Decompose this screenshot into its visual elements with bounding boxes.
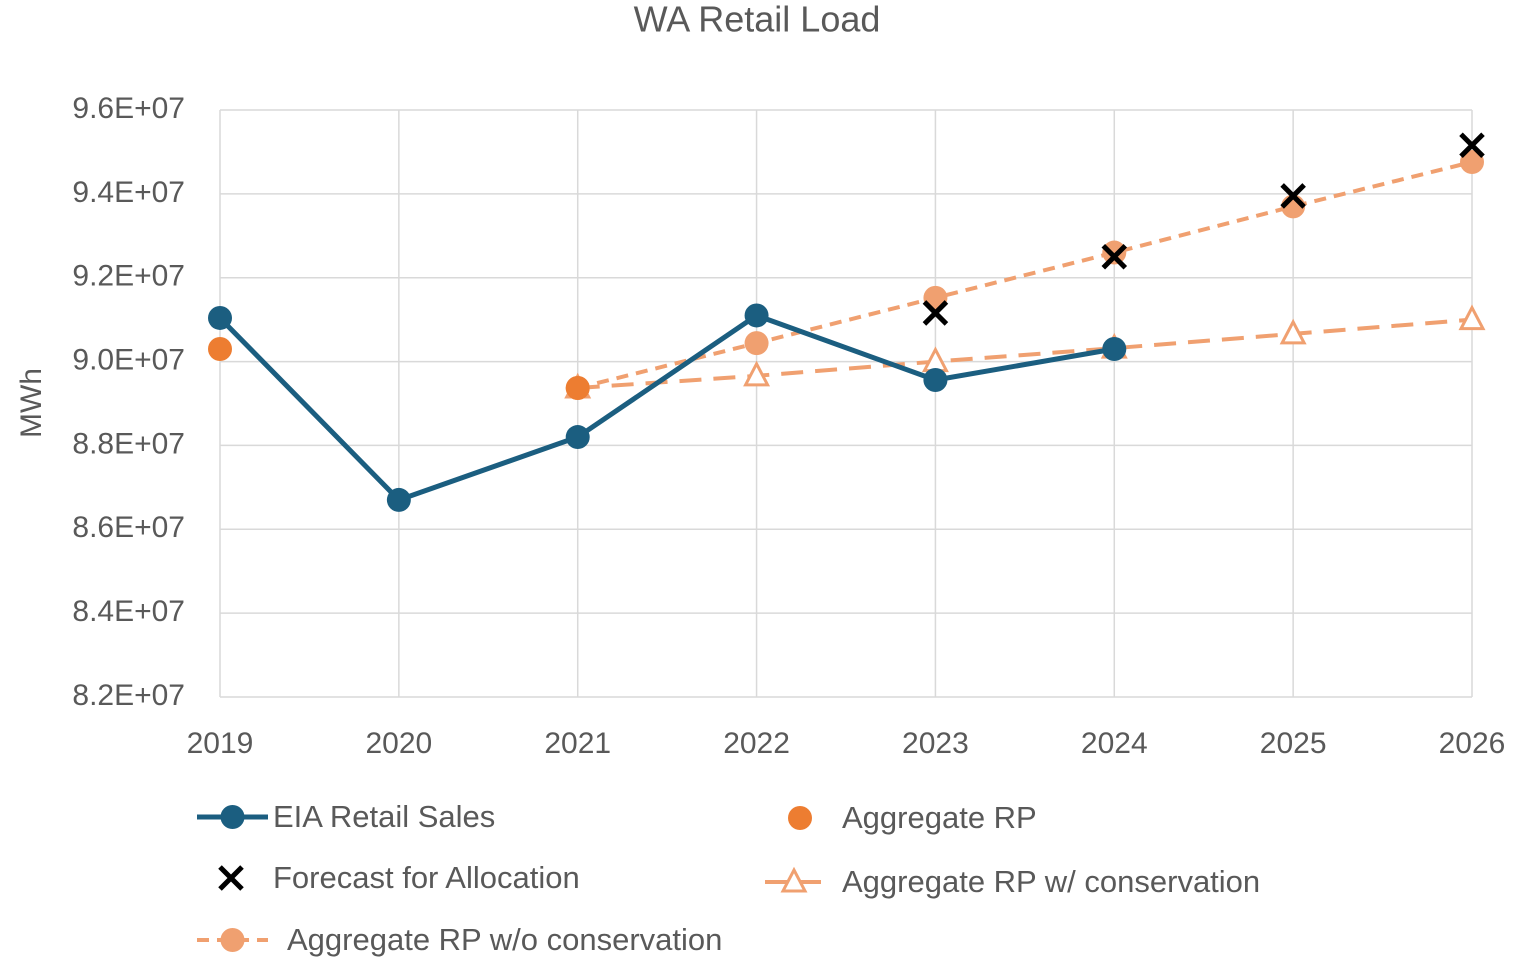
marker — [565, 375, 590, 400]
y-tick-label: 8.8E+07 — [72, 427, 185, 460]
marker — [1280, 183, 1306, 209]
legend-label: Forecast for Allocation — [273, 860, 580, 895]
y-tick-label: 9.0E+07 — [72, 343, 185, 376]
marker — [1459, 132, 1485, 158]
marker — [218, 865, 244, 891]
series-line — [577, 317, 1473, 390]
marker — [1101, 243, 1128, 270]
marker — [1102, 240, 1127, 265]
marker — [743, 360, 771, 387]
x-tick-label: 2020 — [365, 727, 432, 760]
marker — [921, 346, 949, 373]
legend-label: EIA Retail Sales — [273, 799, 495, 834]
marker — [780, 866, 808, 893]
y-tick-label: 9.4E+07 — [72, 176, 185, 209]
marker — [744, 303, 769, 328]
y-tick-label: 8.4E+07 — [72, 595, 185, 628]
legend-label: Aggregate RP w/o conservation — [287, 922, 722, 957]
x-tick-label: 2025 — [1260, 727, 1327, 760]
chart-title: WA Retail Load — [634, 0, 881, 40]
x-tick-label: 2026 — [1439, 727, 1506, 760]
x-tick-label: 2024 — [1081, 727, 1148, 760]
marker — [208, 305, 232, 330]
series-line — [577, 160, 1473, 390]
y-tick-label: 8.6E+07 — [72, 511, 185, 544]
x-tick-label: 2019 — [187, 727, 254, 760]
x-tick-label: 2021 — [544, 727, 611, 760]
x-tick-label: 2023 — [902, 727, 969, 760]
marker — [208, 336, 232, 361]
marker — [386, 487, 411, 512]
y-tick-label: 9.2E+07 — [72, 260, 185, 293]
x-tick-label: 2022 — [723, 727, 790, 760]
marker — [565, 425, 590, 450]
marker — [922, 300, 949, 326]
legend-label: Aggregate RP — [842, 800, 1037, 835]
marker — [788, 806, 812, 830]
y-axis-label: MWh — [15, 368, 48, 438]
y-tick-label: 8.2E+07 — [72, 679, 185, 712]
marker — [1458, 304, 1486, 331]
series-line — [218, 312, 1115, 503]
legend-label: Aggregate RP w/ conservation — [842, 864, 1260, 899]
marker — [1460, 149, 1484, 174]
y-tick-label: 9.6E+07 — [72, 92, 185, 125]
marker — [220, 805, 245, 829]
marker — [923, 368, 948, 393]
marker — [1102, 336, 1127, 361]
marker — [744, 331, 769, 356]
marker — [220, 928, 245, 952]
marker — [1279, 318, 1307, 345]
